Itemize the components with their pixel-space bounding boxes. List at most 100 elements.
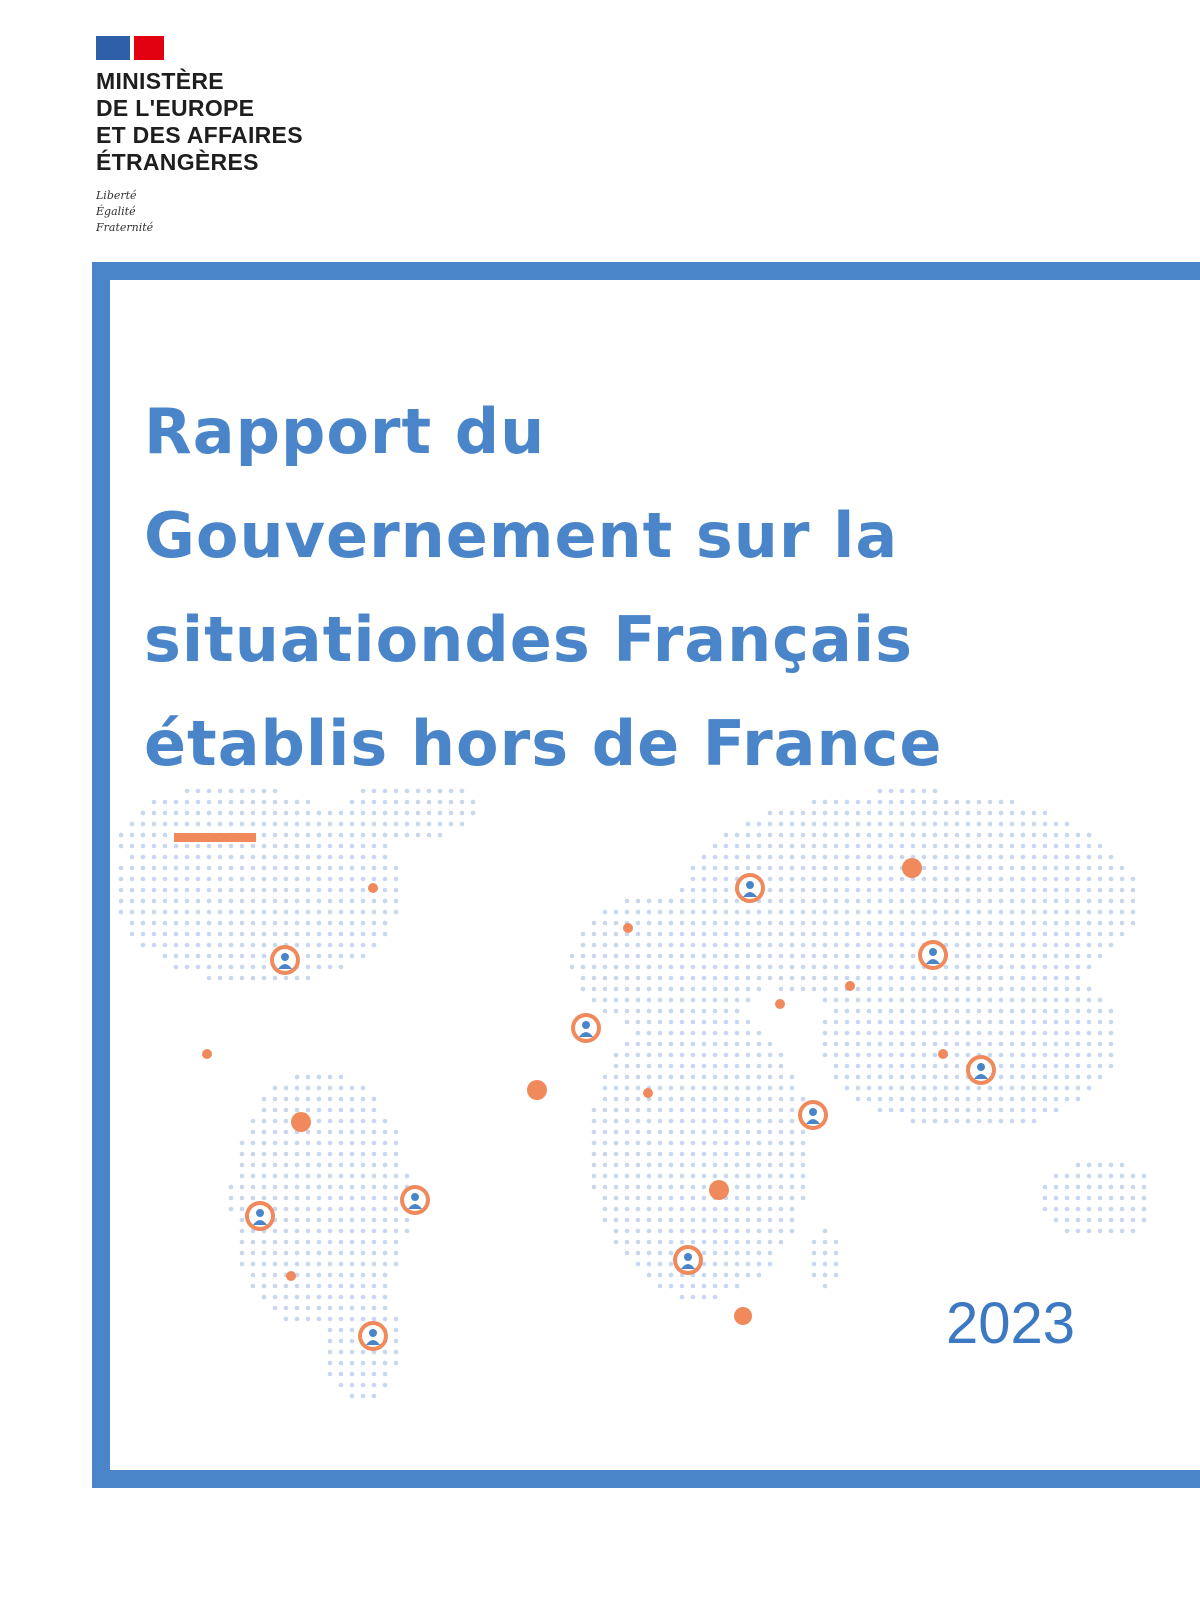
map-dot	[811, 810, 817, 816]
map-dot	[690, 1096, 696, 1102]
map-dot	[745, 865, 751, 871]
map-dot	[1031, 975, 1037, 981]
map-dot	[756, 1129, 762, 1135]
map-dot	[1053, 1030, 1059, 1036]
person-marker-icon	[918, 940, 948, 970]
map-dot	[932, 865, 938, 871]
map-dot	[811, 865, 817, 871]
map-dot	[591, 1184, 597, 1190]
map-dot	[294, 854, 300, 860]
map-dot	[327, 1261, 333, 1267]
map-dot	[701, 964, 707, 970]
map-dot	[1097, 920, 1103, 926]
map-dot	[1097, 1030, 1103, 1036]
map-dot	[239, 854, 245, 860]
map-dot	[118, 843, 124, 849]
map-dot	[899, 1008, 905, 1014]
map-dot	[767, 931, 773, 937]
map-dot	[679, 1008, 685, 1014]
map-dot	[316, 1173, 322, 1179]
map-dot	[1119, 920, 1125, 926]
map-dot	[778, 909, 784, 915]
map-dot	[943, 975, 949, 981]
motto-line: Égalité	[96, 205, 136, 218]
map-dot	[1108, 1217, 1114, 1223]
map-dot	[910, 788, 916, 794]
map-dot	[679, 1030, 685, 1036]
map-dot	[657, 1008, 663, 1014]
map-dot	[756, 1206, 762, 1212]
location-dot-icon	[623, 923, 633, 933]
map-dot	[745, 1228, 751, 1234]
map-dot	[756, 1184, 762, 1190]
map-dot	[1009, 975, 1015, 981]
map-dot	[701, 1217, 707, 1223]
map-dot	[987, 832, 993, 838]
map-dot	[855, 942, 861, 948]
map-dot	[767, 920, 773, 926]
map-dot	[734, 1272, 740, 1278]
map-dot	[701, 1162, 707, 1168]
map-dot	[118, 876, 124, 882]
map-dot	[734, 898, 740, 904]
map-dot	[690, 942, 696, 948]
map-dot	[767, 1184, 773, 1190]
map-dot	[371, 1360, 377, 1366]
map-dot	[668, 1052, 674, 1058]
map-dot	[151, 854, 157, 860]
map-dot	[910, 1052, 916, 1058]
map-dot	[646, 909, 652, 915]
map-dot	[701, 997, 707, 1003]
map-dot	[921, 931, 927, 937]
map-dot	[393, 909, 399, 915]
map-dot	[668, 1129, 674, 1135]
map-dot	[756, 843, 762, 849]
map-dot	[371, 821, 377, 827]
map-dot	[591, 1129, 597, 1135]
map-dot	[1042, 953, 1048, 959]
map-dot	[1097, 865, 1103, 871]
map-dot	[305, 1239, 311, 1245]
map-dot	[767, 1107, 773, 1113]
map-dot	[657, 1140, 663, 1146]
map-dot	[800, 887, 806, 893]
map-dot	[635, 1228, 641, 1234]
map-dot	[316, 1151, 322, 1157]
map-dot	[657, 909, 663, 915]
map-dot	[393, 1250, 399, 1256]
map-dot	[1042, 1008, 1048, 1014]
map-dot	[206, 964, 212, 970]
map-dot	[646, 1272, 652, 1278]
map-dot	[1086, 854, 1092, 860]
map-dot	[789, 832, 795, 838]
map-dot	[184, 843, 190, 849]
map-dot	[932, 1019, 938, 1025]
map-dot	[250, 1140, 256, 1146]
map-dot	[1130, 898, 1136, 904]
map-dot	[866, 1041, 872, 1047]
map-dot	[173, 964, 179, 970]
map-dot	[360, 832, 366, 838]
map-dot	[371, 1162, 377, 1168]
map-dot	[833, 1008, 839, 1014]
map-dot	[305, 1217, 311, 1223]
map-dot	[646, 1074, 652, 1080]
map-dot	[184, 821, 190, 827]
map-dot	[173, 931, 179, 937]
map-dot	[965, 1030, 971, 1036]
map-dot	[998, 1107, 1004, 1113]
map-dot	[954, 1063, 960, 1069]
map-dot	[910, 1030, 916, 1036]
map-dot	[778, 1096, 784, 1102]
map-dot	[239, 821, 245, 827]
map-dot	[866, 986, 872, 992]
map-dot	[965, 964, 971, 970]
map-dot	[745, 1052, 751, 1058]
map-dot	[1020, 1041, 1026, 1047]
map-dot	[965, 1008, 971, 1014]
map-dot	[811, 909, 817, 915]
map-dot	[1031, 931, 1037, 937]
map-accent-bar	[174, 833, 256, 842]
map-dot	[789, 1107, 795, 1113]
map-dot	[316, 810, 322, 816]
